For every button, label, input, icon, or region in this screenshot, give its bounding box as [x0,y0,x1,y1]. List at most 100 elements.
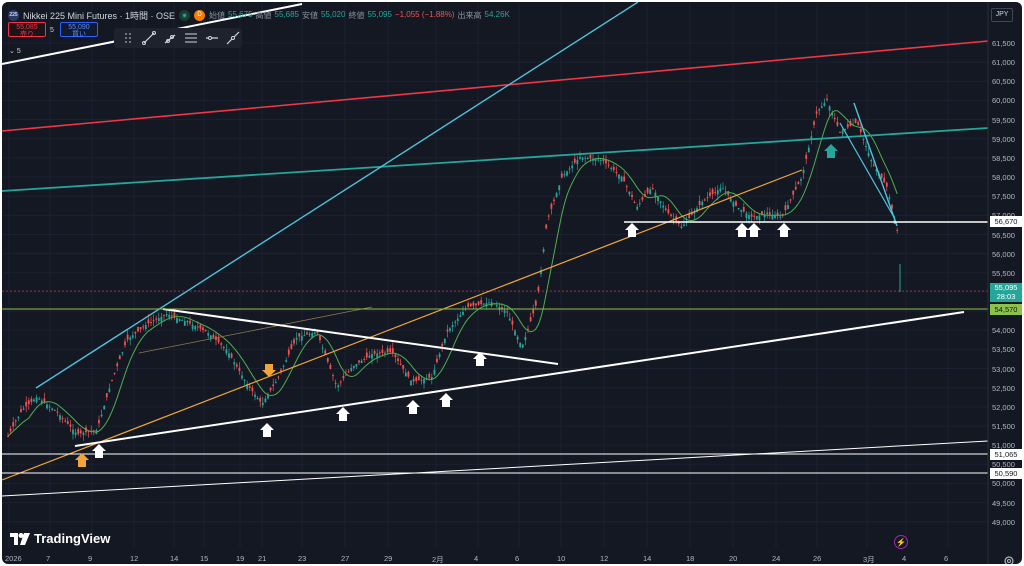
price-tick: 57,500 [992,192,1015,202]
low-label: 安値 [301,10,318,20]
time-tick: 14 [643,554,652,563]
time-tick: 21 [258,554,267,563]
time-tick: 4 [902,554,907,563]
extended-line-tool-icon[interactable] [223,29,242,47]
tradingview-wordmark: TradingView [34,531,111,546]
price-tick: 60,500 [992,77,1015,87]
price-tick: 57,000 [992,211,1015,220]
price-tick: 54,000 [992,326,1015,336]
time-tick: 18 [686,554,695,563]
bar-countdown: 28:03 [996,292,1016,301]
price-tick: 61,500 [992,39,1015,48]
price-tick: 50,000 [992,479,1015,489]
symbol-badge: 225 [8,9,19,21]
sell-button[interactable]: 55,085 売り [8,22,46,38]
price-tick: 56,000 [992,249,1015,259]
signal-arrows [75,144,838,467]
price-tick: 49,000 [992,517,1015,527]
buy-label: 買い [72,31,86,38]
price-tick: 61,000 [992,58,1015,68]
candlestick-series [7,94,901,441]
price-tick: 53,500 [992,345,1015,355]
currency-button[interactable]: JPY [991,8,1013,22]
price-tick: 58,000 [992,173,1015,183]
time-tick: 23 [298,554,307,563]
close-label: 終値 [348,10,365,20]
lightning-icon[interactable]: ⚡ [894,535,908,549]
price-label-51065: 51,065 [990,449,1022,460]
white-triangle-top[interactable] [162,308,559,365]
time-tick: 14 [170,554,179,563]
time-tick: 19 [236,554,245,563]
trend-line-tool-icon[interactable] [139,29,158,47]
close-value: 55,095 [367,9,392,19]
tradingview-logo-icon [10,532,30,545]
price-tick: 51,000 [992,441,1015,451]
d-badge[interactable]: D [194,9,206,21]
price-tick: 49,500 [992,498,1015,508]
volume-label: 出来高 [457,10,482,20]
time-tick: 6 [944,554,949,563]
orange-trend-line[interactable] [2,169,803,481]
horizontal-line-tool-icon[interactable] [202,29,221,47]
price-tick: 52,000 [992,402,1015,412]
time-tick: 7 [46,554,51,563]
chevron-down-icon: ⌄ [9,48,17,55]
time-tick: 4 [474,554,479,563]
ray-tool-icon[interactable] [160,29,179,47]
time-tick: 12 [130,554,139,563]
time-tick: 27 [341,554,350,563]
spread-value: 5 [50,27,54,34]
chart-grid [2,2,988,548]
price-label-54570: 54,570 [990,304,1022,315]
low-value: 55,020 [320,9,346,19]
white-triangle-bottom[interactable] [74,311,965,447]
red-channel-line[interactable] [2,40,989,132]
current-price-label: 55,095 28:03 [990,283,1022,302]
change-value: −1,055 (−1.88%) [394,9,455,19]
eye-icon[interactable]: ◉ [179,9,191,21]
sell-label: 売り [20,31,34,38]
symbol-title[interactable]: Nikkei 225 Mini Futures · 1時間 · OSE [23,10,176,21]
tradingview-logo[interactable]: TradingView [10,531,110,546]
volume-value: 54.26K [484,9,510,19]
price-tick: 59,500 [992,115,1015,125]
parallel-channel-tool-icon[interactable] [181,29,200,47]
sell-price: 55,085 [16,24,38,31]
price-tick: 60,000 [992,96,1015,106]
price-tick: 59,000 [992,134,1015,144]
time-tick: 24 [772,554,781,563]
teal-trend-line[interactable] [2,127,989,192]
buy-price: 55,090 [68,24,90,31]
buy-button[interactable]: 55,090 買い [60,22,98,38]
indicators-count: 5 [16,48,21,55]
time-tick: 10 [557,554,566,563]
blue-trend-line[interactable] [35,2,639,389]
white-long-trend-line[interactable] [2,440,989,497]
open-label: 始値 [209,10,226,20]
settings-gear-icon[interactable] [1003,555,1015,564]
chart-legend: 225 Nikkei 225 Mini Futures · 1時間 · OSE … [8,7,510,23]
price-label-56670: 56,670 [990,216,1022,227]
price-tick: 55,500 [992,268,1015,278]
time-tick: 2月 [432,555,444,564]
blue-wedge-line[interactable] [853,102,898,227]
time-tick: 29 [384,554,393,563]
time-tick: 15 [200,554,209,563]
time-tick: 9 [88,554,93,563]
high-label: 高値 [255,10,272,20]
price-tick: 58,500 [992,153,1015,163]
blue-wedge-line-2[interactable] [839,122,896,220]
drawing-toolbar [114,28,242,48]
time-tick: 26 [813,554,822,563]
current-price: 55,095 [994,283,1018,292]
price-tick: 53,000 [992,364,1015,374]
drag-handle-icon[interactable] [118,29,137,47]
indicators-toggle[interactable]: ⌄ 5 [9,47,21,55]
time-tick: 6 [515,554,520,563]
time-tick: 3月 [863,555,875,564]
price-tick: 51,500 [992,422,1015,431]
